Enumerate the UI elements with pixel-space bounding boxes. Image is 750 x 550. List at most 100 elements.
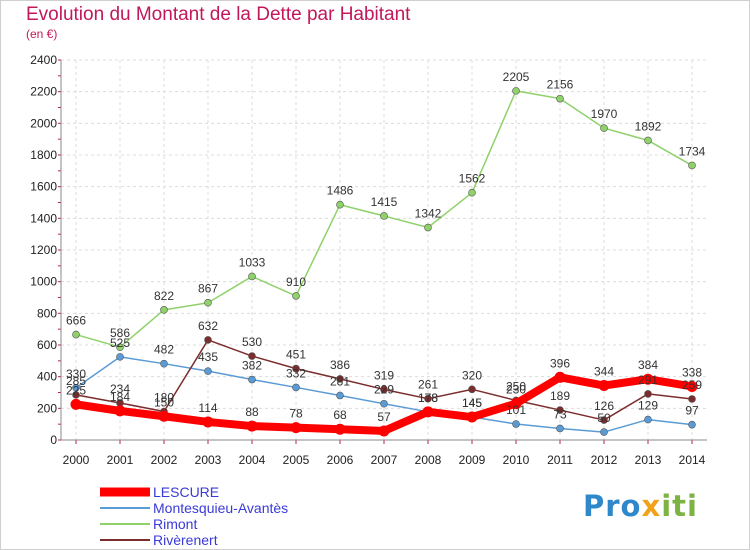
y-tick-label: 0: [50, 433, 57, 447]
data-label: 68: [333, 408, 347, 422]
x-tick-label: 2004: [239, 453, 266, 467]
legend-label: Montesquieu-Avantès: [153, 500, 288, 516]
x-tick-label: 2012: [591, 453, 618, 467]
data-label: 910: [286, 275, 306, 289]
data-label: 2205: [503, 70, 530, 84]
data-point: [512, 420, 520, 428]
data-label: 189: [550, 389, 570, 403]
y-tick-label: 1200: [30, 243, 57, 257]
proxiti-logo: Proxiti: [583, 489, 698, 523]
data-point: [688, 161, 696, 170]
data-label: 451: [286, 348, 306, 362]
legend-label: Rivèrenert: [153, 532, 218, 548]
data-point: [598, 380, 610, 392]
data-labels: 225 184 150 114 88 78 68 57 178 145 230 396 344 384 33…: [66, 70, 706, 425]
data-label: 261: [418, 378, 438, 392]
data-label: 384: [638, 358, 658, 372]
data-label: 386: [330, 358, 350, 372]
data-point: [248, 352, 256, 360]
y-tick-label: 2000: [30, 116, 57, 130]
data-label: 330: [66, 367, 86, 381]
data-point: [466, 411, 478, 423]
y-tick-label: 200: [37, 401, 57, 415]
data-label: 145: [462, 396, 482, 410]
data-point: [644, 390, 652, 398]
data-point: [642, 373, 654, 385]
data-label: 1033: [239, 255, 266, 269]
x-tick-label: 2013: [635, 453, 662, 467]
data-point: [556, 94, 564, 103]
data-point: [468, 385, 476, 394]
data-point: [70, 398, 82, 410]
data-point: [378, 425, 390, 437]
series-layer: [70, 87, 698, 437]
data-label: 97: [685, 404, 699, 418]
axes: 0 200 400 600 800 1000 1200 1400 1600 1800 2000 220…: [30, 53, 707, 467]
legend: LESCUREMontesquieu-AvantèsRimontRivèrene…: [100, 484, 288, 548]
grid: [61, 59, 707, 441]
x-tick-label: 2011: [547, 453, 573, 467]
data-point: [336, 200, 344, 209]
x-tick-label: 2003: [195, 453, 222, 467]
data-label: 150: [154, 395, 174, 409]
data-label: 2156: [547, 78, 574, 92]
data-point: [248, 375, 256, 384]
data-label: 396: [550, 356, 570, 370]
data-point: [116, 343, 124, 352]
data-label: 50: [597, 411, 611, 425]
data-label: 230: [506, 383, 526, 397]
data-point: [556, 406, 564, 414]
data-point: [246, 420, 258, 432]
data-label: 344: [594, 365, 614, 379]
y-tick-label: 2400: [30, 53, 57, 67]
data-label: 101: [506, 403, 526, 417]
data-point: [380, 385, 388, 394]
data-point: [644, 136, 652, 145]
data-point: [688, 395, 696, 403]
x-tick-label: 2000: [63, 453, 90, 467]
data-label: 250: [506, 379, 526, 393]
data-point: [160, 359, 168, 368]
data-label: 88: [245, 405, 259, 419]
data-point: [290, 422, 302, 434]
data-point: [202, 416, 214, 428]
data-label: 178: [418, 391, 438, 405]
data-point: [600, 416, 608, 424]
data-point: [204, 336, 212, 344]
plot-area: [61, 60, 707, 440]
data-label: 382: [242, 359, 262, 373]
data-point: [380, 212, 388, 220]
x-tick-label: 2002: [151, 453, 178, 467]
data-label: 291: [638, 373, 658, 387]
x-tick-label: 2007: [371, 453, 398, 467]
data-label: 1342: [415, 207, 442, 221]
data-point: [72, 330, 80, 339]
data-label: 229: [374, 383, 394, 397]
y-tick-label: 800: [37, 306, 57, 320]
legend-label: Rimont: [153, 516, 197, 532]
x-tick-label: 2010: [503, 453, 530, 467]
data-label: 822: [154, 289, 174, 303]
data-label: 338: [682, 365, 702, 379]
data-label: 57: [377, 410, 391, 424]
data-point: [158, 410, 170, 422]
data-label: 320: [462, 368, 482, 382]
data-label: 319: [374, 368, 394, 382]
data-point: [686, 380, 698, 392]
data-label: 180: [154, 391, 174, 405]
data-point: [380, 399, 388, 408]
data-label: 285: [66, 374, 86, 388]
data-point: [424, 223, 432, 232]
data-point: [644, 415, 652, 424]
data-point: [204, 367, 212, 375]
data-label: 867: [198, 282, 218, 296]
chart-subtitle: (en €): [26, 27, 58, 41]
y-tick-label: 1400: [30, 211, 57, 225]
data-label: 1892: [635, 119, 662, 133]
data-label: 259: [682, 378, 702, 392]
x-tick-label: 2008: [415, 453, 442, 467]
data-point: [422, 406, 434, 418]
chart-title: Evolution du Montant de la Dette par Hab…: [26, 4, 411, 25]
data-label: 78: [289, 407, 303, 421]
